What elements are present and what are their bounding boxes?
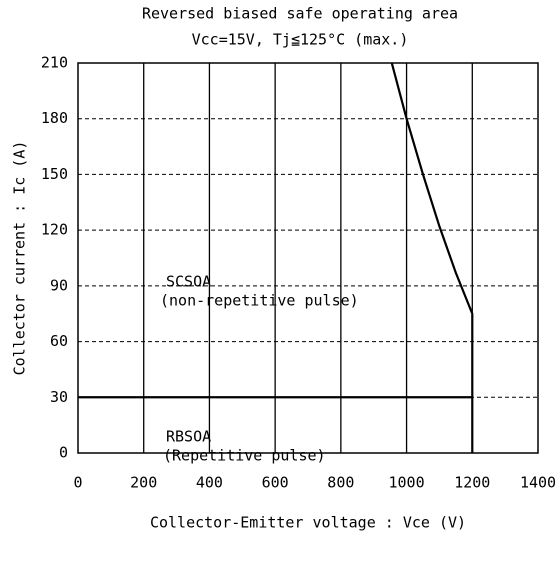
y-tick-label: 120: [41, 221, 68, 239]
plot-frame: [77, 62, 539, 454]
series-line: [390, 62, 474, 453]
series-label: RBSOA: [166, 428, 211, 446]
x-tick-label: 800: [327, 474, 354, 492]
y-tick-label: 210: [41, 54, 68, 72]
series-label: SCSOA: [166, 273, 211, 291]
x-axis-label: Collector-Emitter voltage : Vce (V): [150, 514, 466, 532]
annotation: (Repetitive pulse): [163, 447, 326, 465]
y-tick-label: 90: [50, 276, 68, 294]
y-tick-label: 30: [50, 388, 68, 406]
x-tick-label: 400: [196, 474, 223, 492]
x-tick-label: 1000: [389, 474, 425, 492]
y-tick-label: 0: [59, 444, 68, 462]
y-tick-label: 60: [50, 332, 68, 350]
annotation: (non-repetitive pulse): [160, 292, 359, 310]
y-tick-label: 180: [41, 109, 68, 127]
x-tick-label: 1200: [454, 474, 490, 492]
x-tick-label: 200: [130, 474, 157, 492]
chart-title: Reversed biased safe operating area: [142, 5, 458, 23]
chart-subtitle: Vcc=15V, Tj≦125°C (max.): [192, 31, 409, 49]
y-tick-label: 150: [41, 165, 68, 183]
x-tick-label: 0: [73, 474, 82, 492]
x-tick-label: 1400: [520, 474, 555, 492]
y-axis-label: Collector current : Ic (A): [11, 141, 29, 376]
x-tick-label: 600: [262, 474, 289, 492]
